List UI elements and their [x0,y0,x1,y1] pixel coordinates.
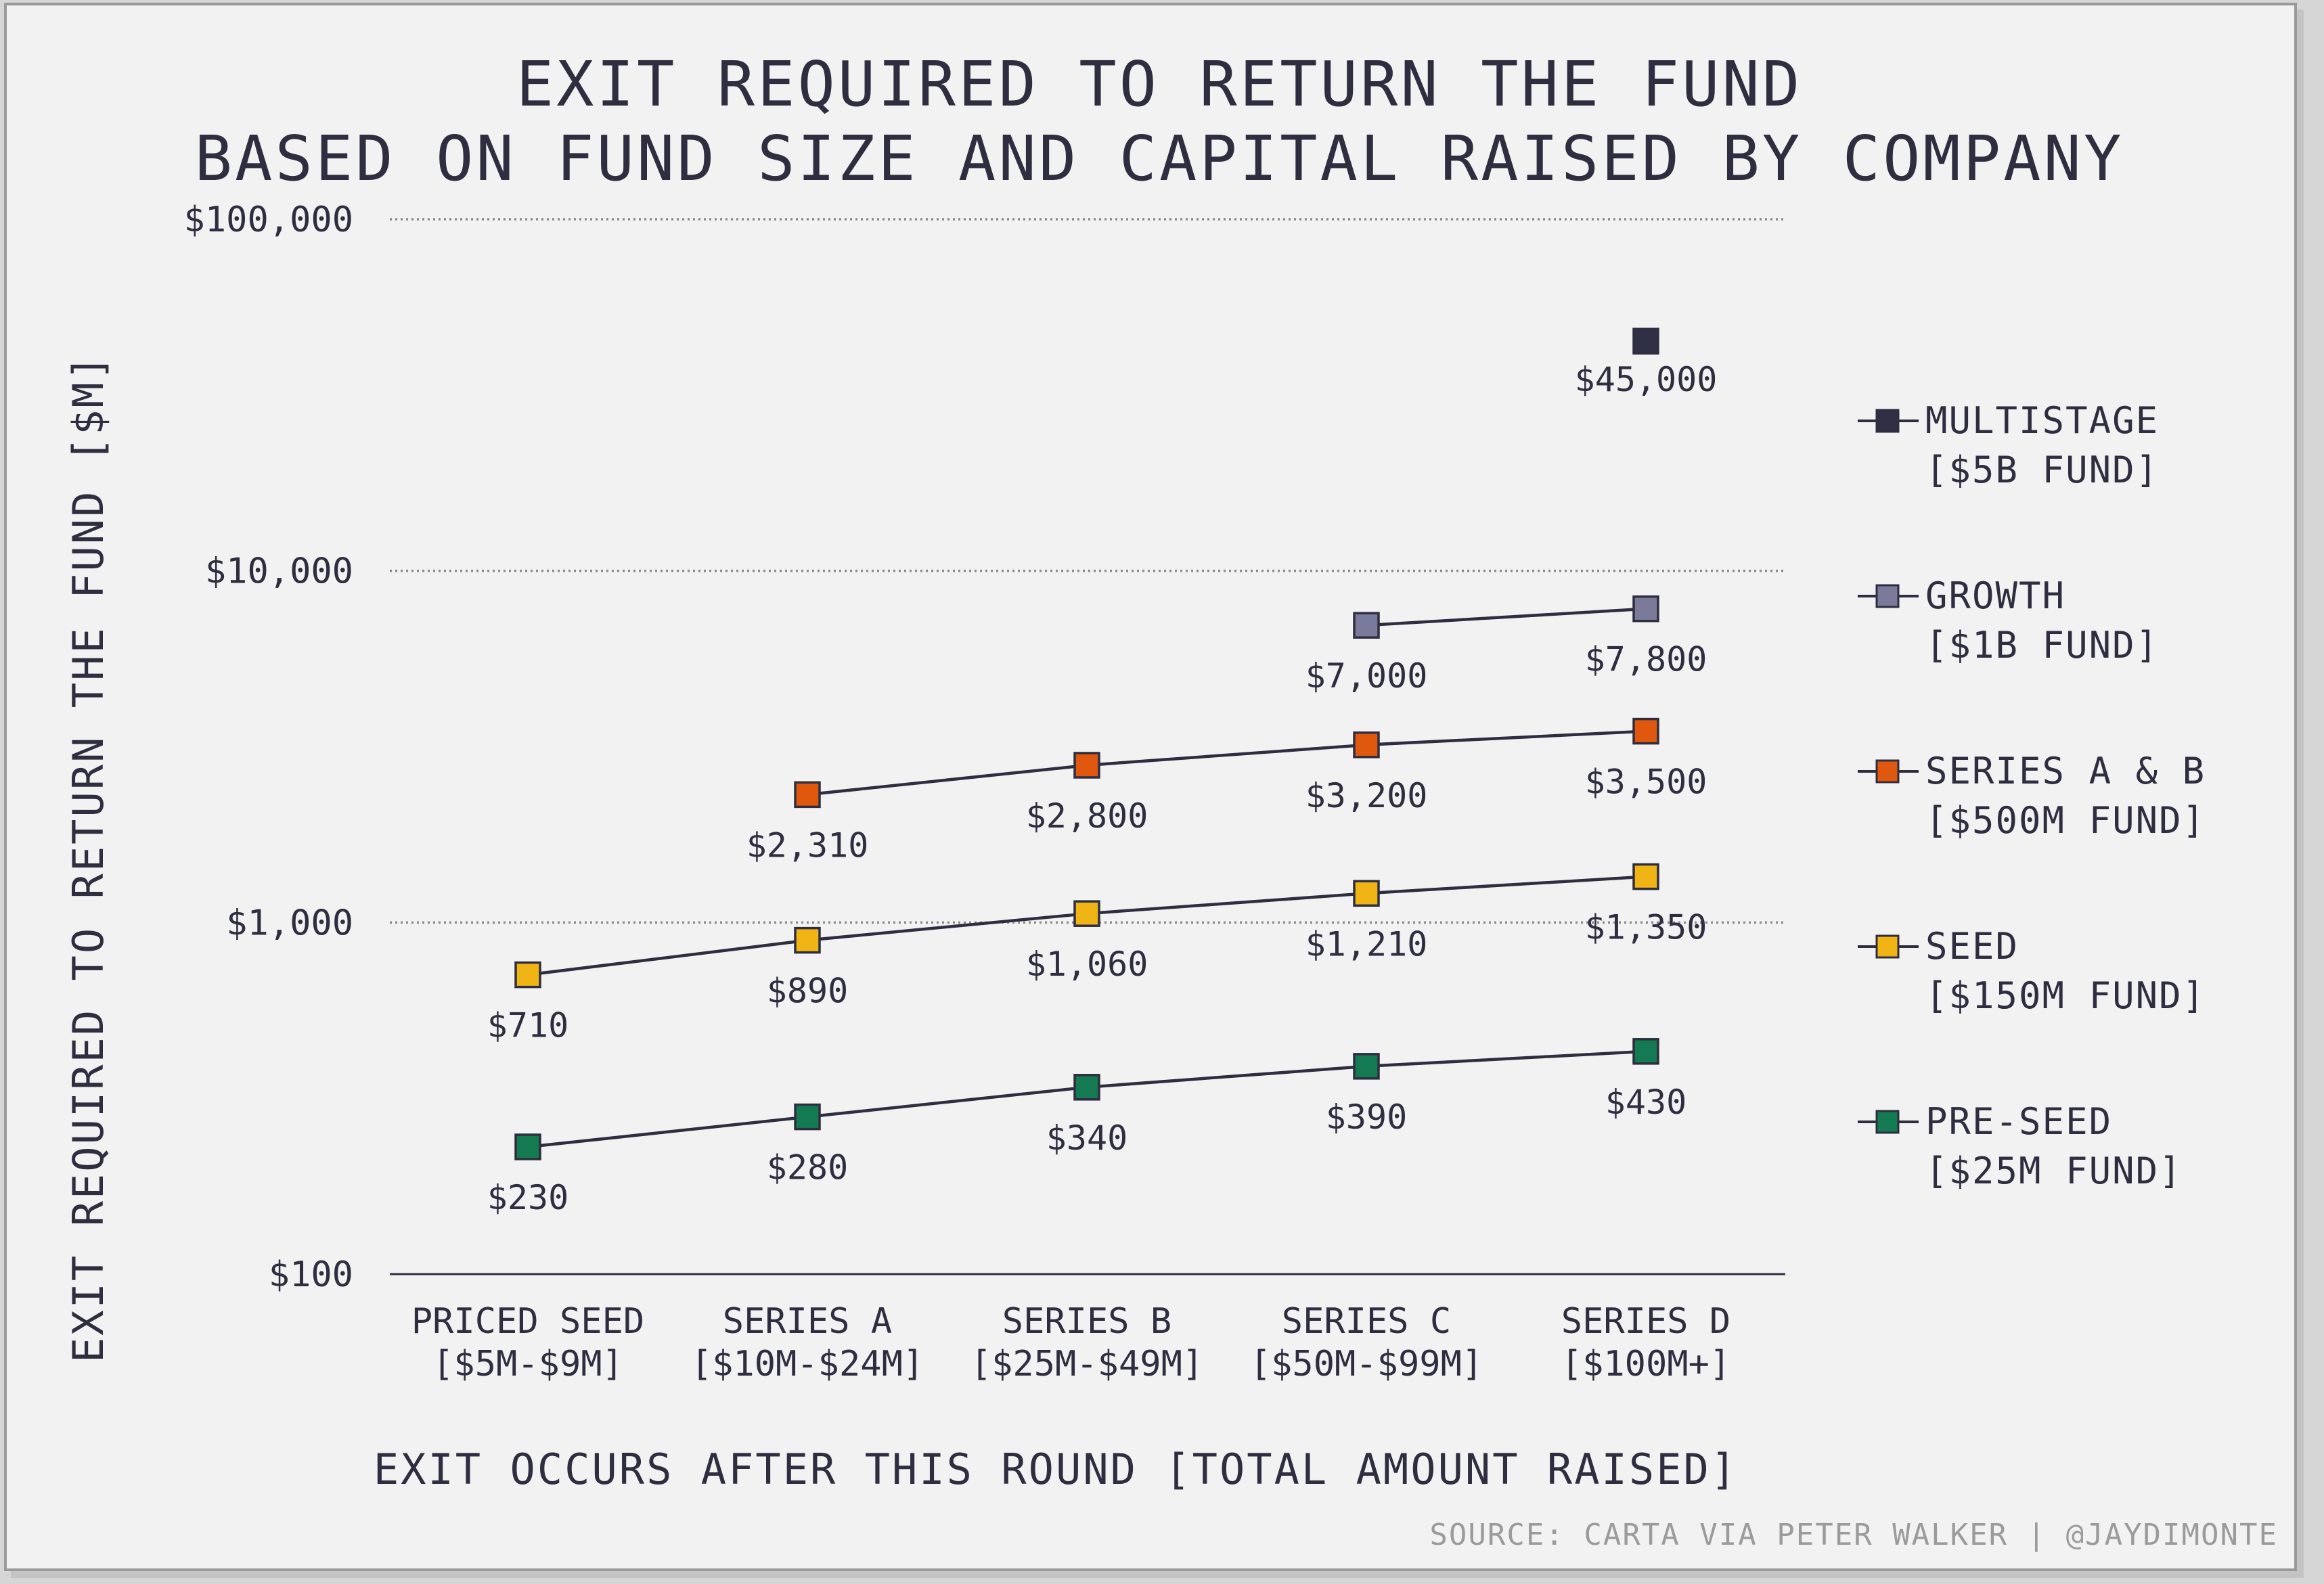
x-tick-label: PRICED SEED [411,1301,644,1342]
x-tick-label: SERIES B [1002,1301,1171,1342]
legend-label: PRE-SEED [1925,1100,2112,1143]
x-tick-sublabel: [$100M+] [1561,1344,1730,1384]
y-tick-label: $10,000 [205,551,353,592]
x-tick-label: SERIES A [723,1301,892,1342]
data-point [1632,595,1659,623]
data-point [1073,1074,1100,1101]
legend-swatch [1875,934,1900,959]
data-label: $7,800 [1585,640,1707,679]
data-label: $2,310 [746,825,869,865]
chart-svg: EXIT REQUIRED TO RETURN THE FUND BASED O… [64,48,2278,1552]
data-label: $1,350 [1585,908,1707,947]
legend-swatch [1875,584,1900,608]
y-axis-label: EXIT REQUIRED TO RETURN THE FUND [$M] [64,353,113,1363]
series-lines [527,607,1647,1149]
data-label: $280 [767,1148,848,1187]
legend-label: SERIES A & B [1925,750,2206,792]
data-point [1073,752,1100,779]
data-point [794,926,821,954]
data-label: $710 [487,1006,568,1045]
x-tick-sublabel: [$10M-$24M] [691,1344,924,1384]
legend-swatch [1875,759,1900,784]
data-label: $1,210 [1305,924,1428,964]
legend-sublabel: [$25M FUND] [1925,1150,2183,1192]
data-label: $230 [487,1178,568,1217]
x-tick-label: SERIES C [1282,1301,1451,1342]
legend-swatch [1875,409,1900,433]
y-tick-label: $100 [269,1254,353,1295]
data-label: $45,000 [1575,360,1718,399]
data-label: $3,500 [1585,763,1707,802]
data-point [1073,900,1100,927]
source-caption: SOURCE: CARTA VIA PETER WALKER | @JAYDIM… [1429,1518,2278,1552]
data-label: $430 [1605,1083,1686,1122]
data-point [1632,717,1659,745]
x-axis-ticks: PRICED SEED[$5M-$9M] SERIES A[$10M-$24M] S… [411,1301,1730,1384]
series-markers [514,327,1659,1160]
legend-sublabel: [$500M FUND] [1925,799,2206,842]
chart-frame: EXIT REQUIRED TO RETURN THE FUND BASED O… [4,3,2297,1571]
legend-label: SEED [1925,925,2019,968]
y-axis-ticks: $100 $1,000 $10,000 $100,000 [184,200,353,1295]
data-point [514,961,541,989]
legend-label: MULTISTAGE [1925,399,2159,442]
legend-label: GROWTH [1925,574,2065,617]
data-label: $390 [1326,1098,1407,1137]
chart-title-line-2: BASED ON FUND SIZE AND CAPITAL RAISED BY… [195,122,2124,195]
data-point [1632,863,1659,890]
data-label: $890 [767,972,848,1011]
y-tick-label: $100,000 [184,200,353,240]
data-labels: $45,000 $7,000 $7,800 $2,310 $2,800 $3,200 $3,… [487,360,1718,1217]
chart-title-line-1: EXIT REQUIRED TO RETURN THE FUND [516,48,1802,120]
legend-sublabel: [$150M FUND] [1925,974,2206,1017]
x-tick-label: SERIES D [1561,1301,1730,1342]
data-label: $340 [1046,1118,1127,1158]
series-line [1366,607,1647,627]
chart-title: EXIT REQUIRED TO RETURN THE FUND BASED O… [195,48,2124,195]
data-label: $7,000 [1305,656,1428,696]
legend-sublabel: [$5B FUND] [1925,449,2159,491]
x-tick-sublabel: [$25M-$49M] [970,1344,1203,1384]
legend: MULTISTAGE [$5B FUND] GROWTH [$1B FUND] SERI… [1858,399,2206,1192]
data-label: $3,200 [1305,776,1428,815]
data-label: $2,800 [1026,796,1148,836]
data-point [1353,880,1380,907]
y-tick-label: $1,000 [226,903,353,943]
data-point [1632,327,1659,355]
legend-sublabel: [$1B FUND] [1925,624,2159,666]
data-point [1353,612,1380,639]
data-label: $1,060 [1026,945,1148,984]
x-tick-sublabel: [$5M-$9M] [432,1344,623,1384]
data-point [1632,1038,1659,1065]
data-point [794,1103,821,1131]
x-tick-sublabel: [$50M-$99M] [1250,1344,1483,1384]
data-point [794,781,821,809]
legend-swatch [1875,1110,1900,1134]
x-axis-label: EXIT OCCURS AFTER THIS ROUND [TOTAL AMOU… [374,1445,1738,1494]
data-point [514,1133,541,1160]
data-point [1353,731,1380,759]
series-line [807,729,1647,796]
data-point [1353,1053,1380,1080]
gridlines [390,218,1785,1275]
